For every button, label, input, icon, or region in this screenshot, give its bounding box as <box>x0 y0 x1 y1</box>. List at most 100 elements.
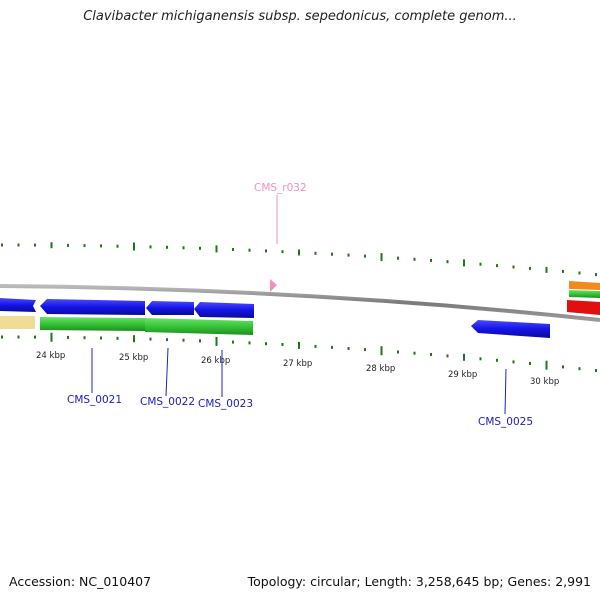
gc-tick <box>265 249 267 253</box>
gc-tick <box>496 358 498 362</box>
gc-tick <box>83 244 86 248</box>
gene-label-cms-0021[interactable]: CMS_0021 <box>67 394 122 406</box>
gc-tick <box>67 243 69 247</box>
gc-tick <box>182 338 185 342</box>
gc-tick <box>83 336 86 340</box>
gene-label-cms-r032[interactable]: CMS_r032 <box>254 182 307 194</box>
gc-tick <box>17 243 20 247</box>
rna-feature-cms-r032[interactable] <box>270 279 277 292</box>
cog-bar-orange-edge[interactable] <box>569 281 600 290</box>
gc-tick <box>364 348 366 352</box>
topology-label: Topology: circular; Length: 3,258,645 bp… <box>247 574 591 589</box>
gc-tick <box>413 351 416 355</box>
gc-tick <box>364 254 366 258</box>
scale-label-28kbp: 28 kbp <box>366 364 395 374</box>
gc-tick <box>430 259 432 262</box>
scale-label-27kbp: 27 kbp <box>283 359 312 369</box>
cog-bar-green-1[interactable] <box>40 317 145 331</box>
gc-tick <box>331 345 333 349</box>
gc-tick <box>463 353 465 361</box>
accession-label: Accession: NC_010407 <box>9 574 152 589</box>
gc-tick <box>248 341 251 345</box>
gc-tick <box>545 360 548 370</box>
gc-tick <box>413 257 416 261</box>
gc-tick <box>1 243 3 247</box>
cds-feature-cms-0022[interactable] <box>146 301 194 315</box>
gc-tick <box>578 271 581 275</box>
gc-tick <box>34 243 36 247</box>
gc-tick <box>529 266 531 270</box>
gc-tick <box>116 244 119 248</box>
gc-tick <box>34 335 36 339</box>
scale-labels: 24 kbp 25 kbp 26 kbp 27 kbp 28 kbp 29 kb… <box>36 351 559 387</box>
gc-tick <box>116 336 119 340</box>
cog-bar-green-edge[interactable] <box>569 290 600 298</box>
gc-tick <box>50 332 53 342</box>
gc-tick <box>397 350 399 354</box>
gc-tick <box>578 367 581 371</box>
gc-tick <box>232 248 234 251</box>
gc-tick <box>166 245 168 249</box>
scale-label-30kbp: 30 kbp <box>530 377 559 387</box>
gene-label-cms-0022[interactable]: CMS_0022 <box>140 396 195 408</box>
gc-tick <box>100 336 102 340</box>
gc-tick <box>562 365 564 369</box>
cog-bar-red-edge[interactable] <box>567 300 600 315</box>
gc-tick <box>397 256 399 260</box>
gc-tick <box>149 245 152 249</box>
cds-feature-left-edge[interactable] <box>0 298 36 312</box>
gc-tick <box>133 335 135 343</box>
gc-tick <box>479 357 482 361</box>
cds-feature-cms-0025[interactable] <box>471 320 550 338</box>
gc-tick <box>562 269 564 273</box>
gene-label-cms-0023[interactable]: CMS_0023 <box>198 398 253 410</box>
gc-tick <box>298 249 300 256</box>
gc-tick <box>529 362 531 365</box>
gc-skew-inner-track <box>1 332 597 372</box>
gc-tick <box>149 337 152 341</box>
gc-tick <box>265 342 267 346</box>
gc-tick <box>1 335 3 339</box>
scale-label-25kbp: 25 kbp <box>119 353 148 363</box>
cog-bar-green-2[interactable] <box>145 318 253 335</box>
gc-skew-outer-track <box>1 242 597 277</box>
map-title: Clavibacter michiganensis subsp. sepedon… <box>83 9 517 24</box>
gc-tick <box>248 248 251 252</box>
gc-tick <box>215 336 218 346</box>
gene-label-cms-0025[interactable]: CMS_0025 <box>478 416 533 428</box>
gc-tick <box>496 264 498 268</box>
gc-tick <box>314 251 317 255</box>
cog-bar-beige[interactable] <box>0 316 35 329</box>
gc-tick <box>133 242 135 251</box>
gc-tick <box>380 253 383 262</box>
gc-tick <box>479 262 482 266</box>
gc-tick <box>463 259 465 267</box>
gc-tick <box>281 250 284 254</box>
gc-tick <box>595 369 597 372</box>
gc-tick <box>512 265 515 269</box>
gc-tick <box>182 246 185 250</box>
gc-tick <box>199 339 201 343</box>
cds-feature-cms-0023[interactable] <box>194 302 254 318</box>
gc-tick <box>166 338 168 342</box>
gc-tick <box>595 273 597 277</box>
cds-feature-cms-0021[interactable] <box>40 299 145 315</box>
gc-tick <box>199 246 201 250</box>
gc-tick <box>215 245 218 253</box>
gc-tick <box>380 346 383 356</box>
gc-tick <box>281 343 284 346</box>
gc-tick <box>446 354 449 358</box>
gc-tick <box>232 340 234 344</box>
scale-label-29kbp: 29 kbp <box>448 370 477 380</box>
gc-tick <box>67 335 69 339</box>
gc-tick <box>347 253 350 257</box>
gc-tick <box>446 260 449 264</box>
gc-tick <box>430 353 432 356</box>
gene-label-leaders <box>91 195 507 415</box>
gc-tick <box>347 347 350 350</box>
scale-label-26kbp: 26 kbp <box>201 356 230 366</box>
gc-tick <box>17 335 20 339</box>
gc-tick <box>331 252 333 256</box>
gc-tick <box>314 344 317 348</box>
